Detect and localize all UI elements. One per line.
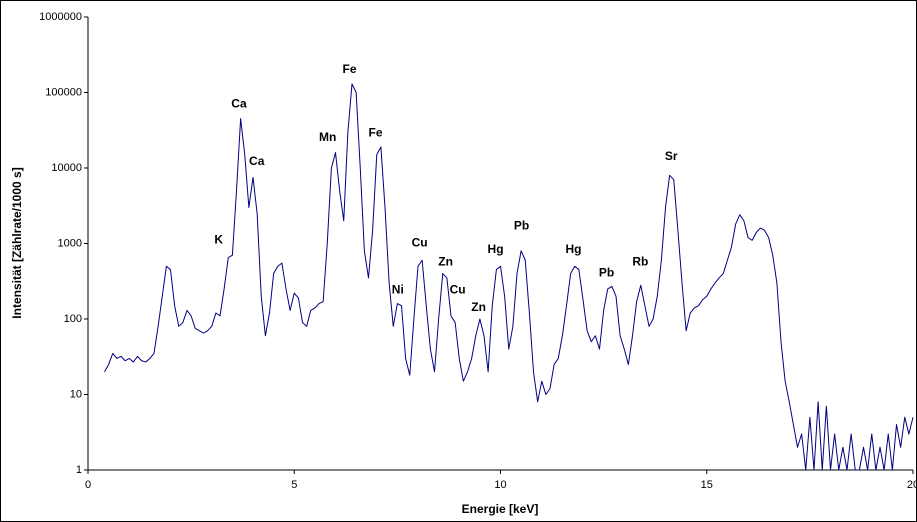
peak-label: Ca	[249, 154, 265, 168]
y-tick-label: 1000000	[39, 11, 82, 23]
x-tick-label: 20	[907, 479, 917, 491]
peak-label: Hg	[566, 242, 582, 256]
y-tick-label: 10000	[51, 162, 82, 174]
peak-label: Fe	[343, 62, 357, 76]
x-tick-label: 5	[291, 479, 297, 491]
y-axis-label: Intensität [Zählrate/1000 s]	[10, 167, 24, 318]
y-tick-label: 1000	[58, 237, 82, 249]
peak-label: Hg	[488, 242, 504, 256]
y-tick-label: 100	[64, 313, 82, 325]
peak-label: Sr	[665, 149, 678, 163]
x-tick-label: 10	[494, 479, 506, 491]
peak-label: Pb	[514, 218, 529, 232]
peak-label: Ni	[392, 282, 404, 296]
x-tick-label: 15	[701, 479, 713, 491]
y-tick-label: 100000	[45, 86, 82, 98]
peak-label: Zn	[471, 300, 486, 314]
peak-label: Cu	[412, 236, 428, 250]
peak-label: Mn	[319, 130, 336, 144]
peak-label: Fe	[369, 125, 383, 139]
peak-label: Ca	[231, 96, 247, 110]
x-tick-label: 0	[85, 479, 91, 491]
y-tick-label: 1	[76, 464, 82, 476]
spectrum-line	[104, 83, 914, 471]
peak-label: Zn	[438, 255, 453, 269]
x-axis-label: Energie [keV]	[462, 502, 539, 516]
y-tick-label: 10	[70, 388, 82, 400]
peak-label: Cu	[450, 282, 466, 296]
peak-label: K	[214, 233, 223, 247]
peak-label: Pb	[599, 266, 614, 280]
peak-label: Rb	[632, 255, 648, 269]
